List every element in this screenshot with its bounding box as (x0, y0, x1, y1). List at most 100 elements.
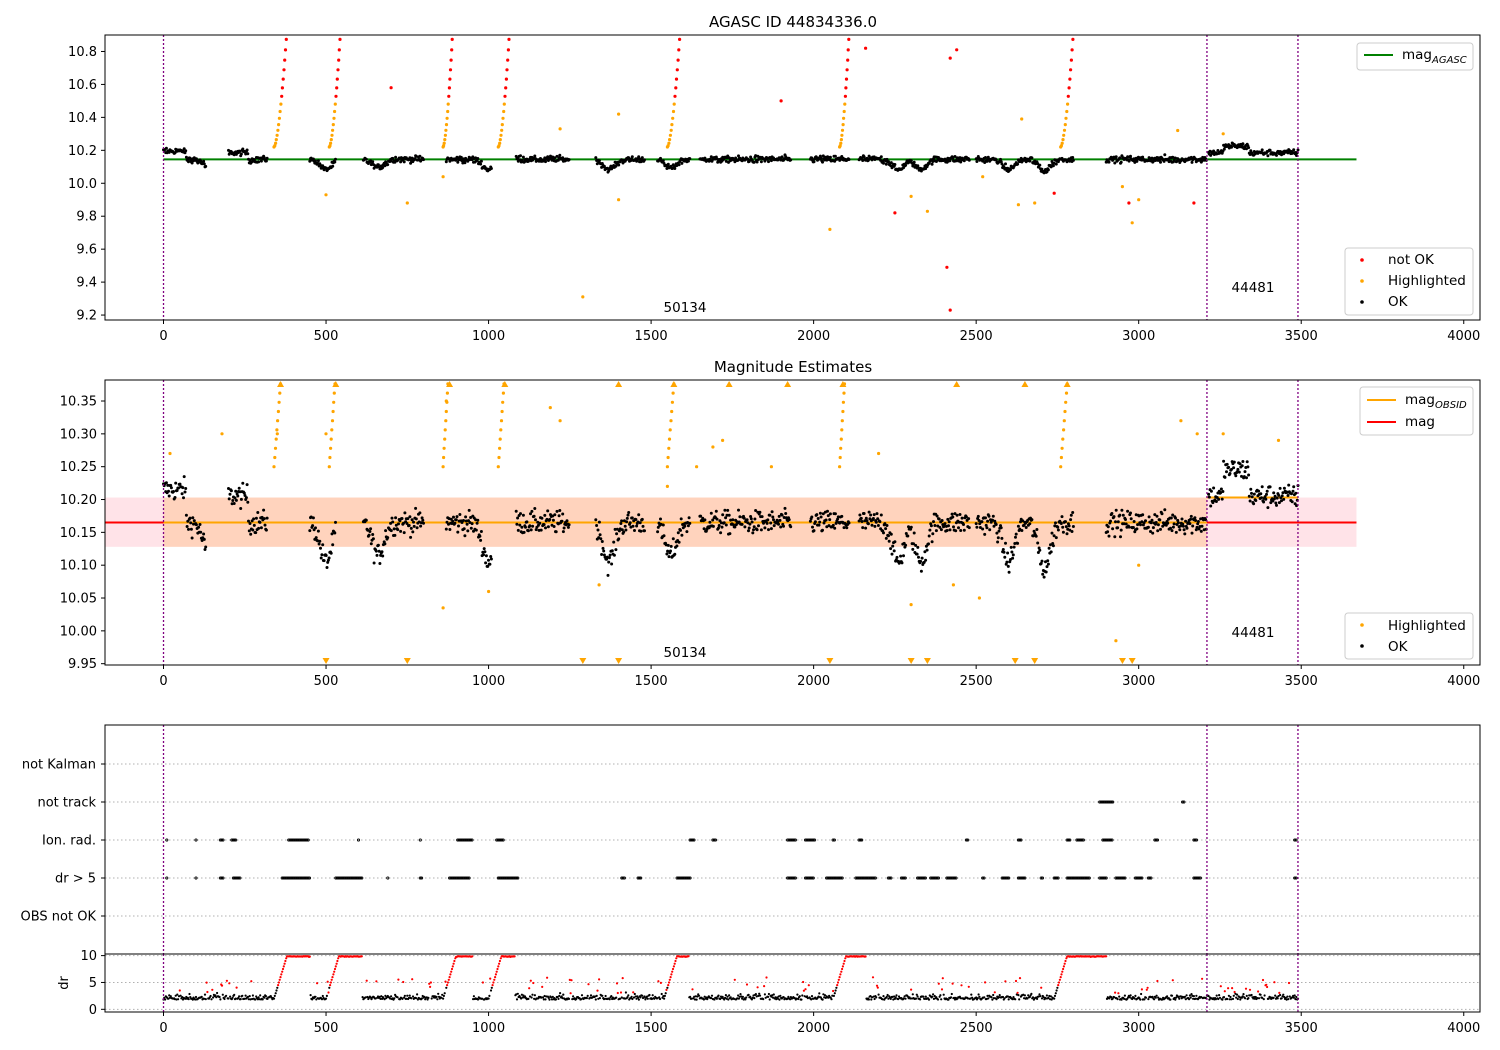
ok-point (984, 523, 988, 527)
dr-high-point (1114, 991, 1117, 994)
flag-point (1149, 876, 1153, 880)
dr-ok-point (966, 997, 970, 1000)
highlighted-point (558, 419, 562, 423)
dr-ok-point (551, 995, 554, 999)
ok-point (1212, 486, 1216, 490)
dr-ok-point (261, 998, 264, 1001)
ok-point (777, 522, 780, 526)
dr-ok-point (194, 998, 197, 1001)
legend-mag-agasc-label: magAGASC (1402, 47, 1467, 66)
flag-point (1086, 876, 1090, 880)
dr-ok-point (1049, 995, 1052, 998)
ok-point (519, 154, 522, 158)
ok-point (643, 529, 646, 533)
ok-point (1242, 475, 1246, 479)
not-ok-point (283, 58, 287, 62)
ok-point (594, 518, 598, 522)
highlighted-point (442, 446, 446, 450)
ok-point (640, 517, 644, 521)
flag-point (1018, 838, 1022, 842)
ok-point (845, 526, 849, 530)
dr-high-point (864, 955, 867, 958)
y-tick-label: 9.6 (76, 243, 97, 258)
ok-point (237, 486, 241, 490)
ok-point (719, 531, 723, 535)
ok-point (757, 524, 760, 528)
dr-ok-point (768, 998, 771, 1001)
ok-point (1001, 548, 1005, 551)
ok-point (1049, 550, 1053, 554)
highlighted-point (839, 138, 844, 142)
ok-point (1266, 506, 1270, 510)
highlighted-point (909, 194, 913, 198)
ok-point (738, 515, 742, 519)
ok-point (1230, 145, 1233, 149)
ok-point (396, 528, 400, 532)
x-tick-label: 2500 (960, 1021, 993, 1036)
ok-point (943, 522, 947, 526)
panel-1-frame (104, 34, 1481, 321)
ok-point (383, 542, 387, 546)
dr-high-point (491, 984, 494, 987)
dr-ok-point (713, 998, 716, 1001)
dr-ok-point (610, 995, 613, 998)
dr-ok-point (992, 993, 995, 997)
dr-high-point (211, 988, 214, 991)
ok-point (412, 520, 415, 524)
dr-high-point (429, 985, 432, 989)
ok-point (893, 540, 897, 544)
dr-ok-point (646, 997, 649, 1000)
highlighted-point (499, 419, 504, 423)
ok-point (262, 508, 266, 512)
ok-point (1002, 550, 1006, 554)
ok-point (521, 155, 525, 159)
flag-point (386, 876, 390, 880)
dr-ok-point (710, 994, 714, 997)
ok-point (959, 160, 963, 164)
ok-point (539, 528, 543, 532)
dr-high-point (745, 983, 749, 986)
ok-point (1240, 464, 1244, 468)
ok-point (1150, 518, 1154, 522)
dr-ok-point (903, 995, 906, 998)
ok-point (462, 527, 466, 531)
dr-ok-point (476, 998, 480, 1001)
dr-ok-point (1045, 994, 1048, 997)
ok-point (544, 526, 547, 530)
highlighted-point (330, 419, 335, 423)
dr-ok-point (571, 998, 574, 1001)
ok-point (184, 149, 188, 153)
dr-high-point (841, 967, 844, 971)
panel-2-obs-label-50134: 50134 (664, 645, 707, 661)
ok-point (173, 496, 177, 499)
dr-high-point (178, 989, 181, 992)
ok-point (1030, 156, 1034, 160)
highlighted-point (671, 116, 675, 120)
dr-high-point (1287, 981, 1291, 985)
ok-point (372, 561, 376, 565)
ok-point (711, 518, 715, 522)
ok-point (554, 530, 558, 534)
dr-ok-point (216, 991, 219, 995)
ok-point (981, 527, 985, 531)
dr-high-point (802, 980, 805, 984)
ok-point (467, 508, 471, 512)
ok-point (919, 569, 923, 573)
highlighted-point (279, 102, 283, 106)
flag-point (1087, 876, 1091, 880)
ok-point (1155, 514, 1159, 518)
ok-point (1044, 570, 1048, 574)
ok-point (464, 515, 468, 519)
ok-point (1212, 149, 1216, 153)
ok-point (770, 510, 774, 514)
highlighted-point (277, 116, 281, 120)
dr-ok-point (936, 998, 940, 1001)
ok-point (239, 497, 243, 501)
not-ok-point (673, 94, 677, 98)
ok-point (840, 514, 844, 518)
ok-point (957, 526, 960, 530)
ok-point (740, 522, 744, 526)
dr-high-point (598, 978, 601, 981)
dr-ok-point (1031, 996, 1035, 999)
dr-ok-point (695, 998, 698, 1001)
